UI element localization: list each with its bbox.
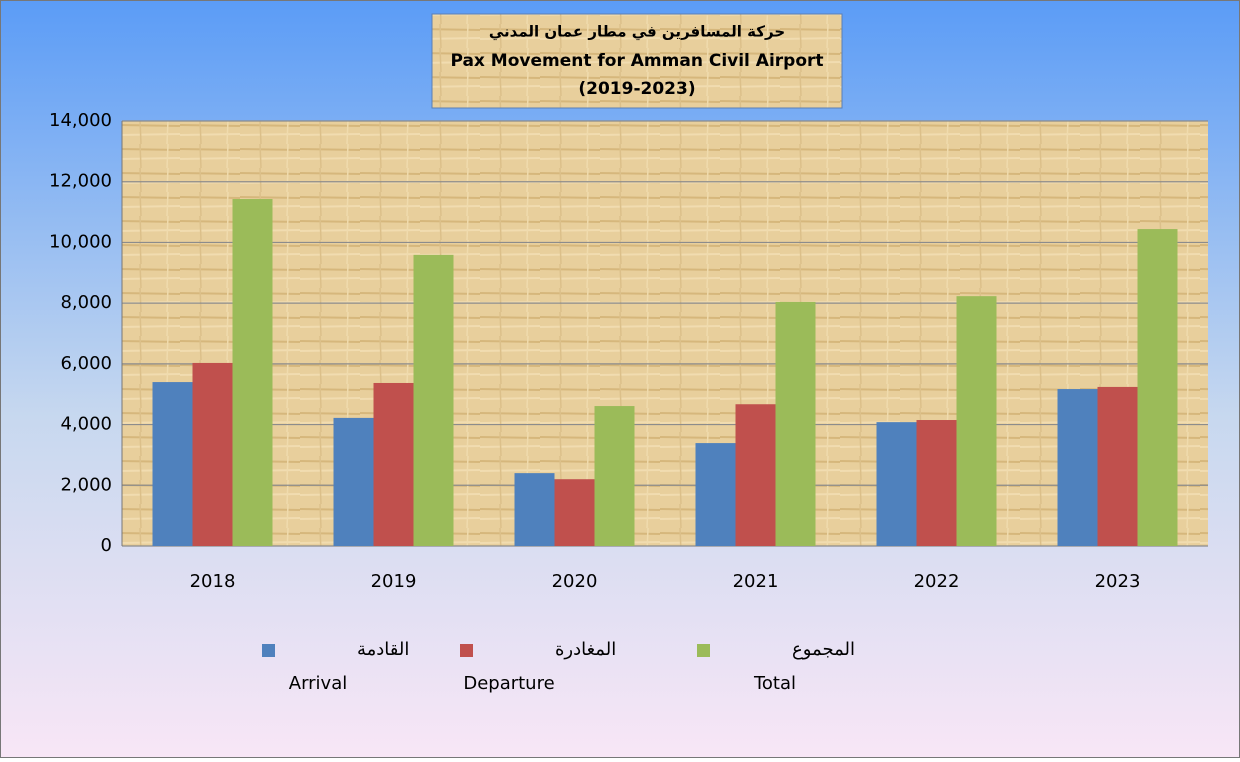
bar [1137, 229, 1178, 547]
bar [695, 443, 736, 546]
legend-label: القادمة [357, 639, 409, 660]
bar [775, 301, 816, 546]
x-tick-label: 2023 [1095, 571, 1141, 592]
chart-title: (2019-2023) [578, 79, 695, 99]
legend-swatch [460, 644, 473, 657]
bar [916, 420, 957, 546]
bar [594, 406, 635, 546]
bar [956, 296, 997, 546]
bar [735, 404, 776, 546]
x-tick-label: 2019 [371, 571, 417, 592]
legend-swatch [697, 644, 710, 657]
bar [373, 382, 414, 546]
bar [152, 382, 193, 546]
legend-label: المجموع [792, 639, 855, 660]
y-tick-label: 2,000 [60, 474, 112, 495]
legend-swatch [262, 644, 275, 657]
y-tick-label: 4,000 [60, 414, 112, 435]
y-tick-label: 12,000 [49, 171, 112, 192]
legend-label: Arrival [289, 673, 347, 694]
bar [514, 473, 555, 546]
bar [333, 417, 374, 546]
bar [413, 254, 454, 546]
bar [1097, 386, 1138, 546]
chart-title: Pax Movement for Amman Civil Airport [450, 51, 823, 71]
chart-title: حركة المسافرين في مطار عمان المدني [489, 23, 785, 41]
bar [232, 199, 273, 546]
bar [192, 362, 233, 546]
title-box [431, 13, 843, 109]
plot-area [122, 121, 1208, 546]
bar [554, 479, 595, 546]
y-tick-label: 8,000 [60, 292, 112, 313]
x-tick-label: 2021 [733, 571, 779, 592]
legend-label: Departure [463, 673, 554, 694]
legend-label: Total [753, 673, 796, 694]
x-tick-label: 2020 [552, 571, 598, 592]
y-tick-label: 0 [101, 535, 112, 556]
bar [1057, 389, 1098, 546]
x-tick-label: 2018 [190, 571, 236, 592]
y-tick-label: 14,000 [49, 110, 112, 131]
bar [876, 422, 917, 546]
x-tick-label: 2022 [914, 571, 960, 592]
y-tick-label: 6,000 [60, 353, 112, 374]
legend-label: المغادرة [555, 639, 616, 660]
y-tick-label: 10,000 [49, 231, 112, 252]
